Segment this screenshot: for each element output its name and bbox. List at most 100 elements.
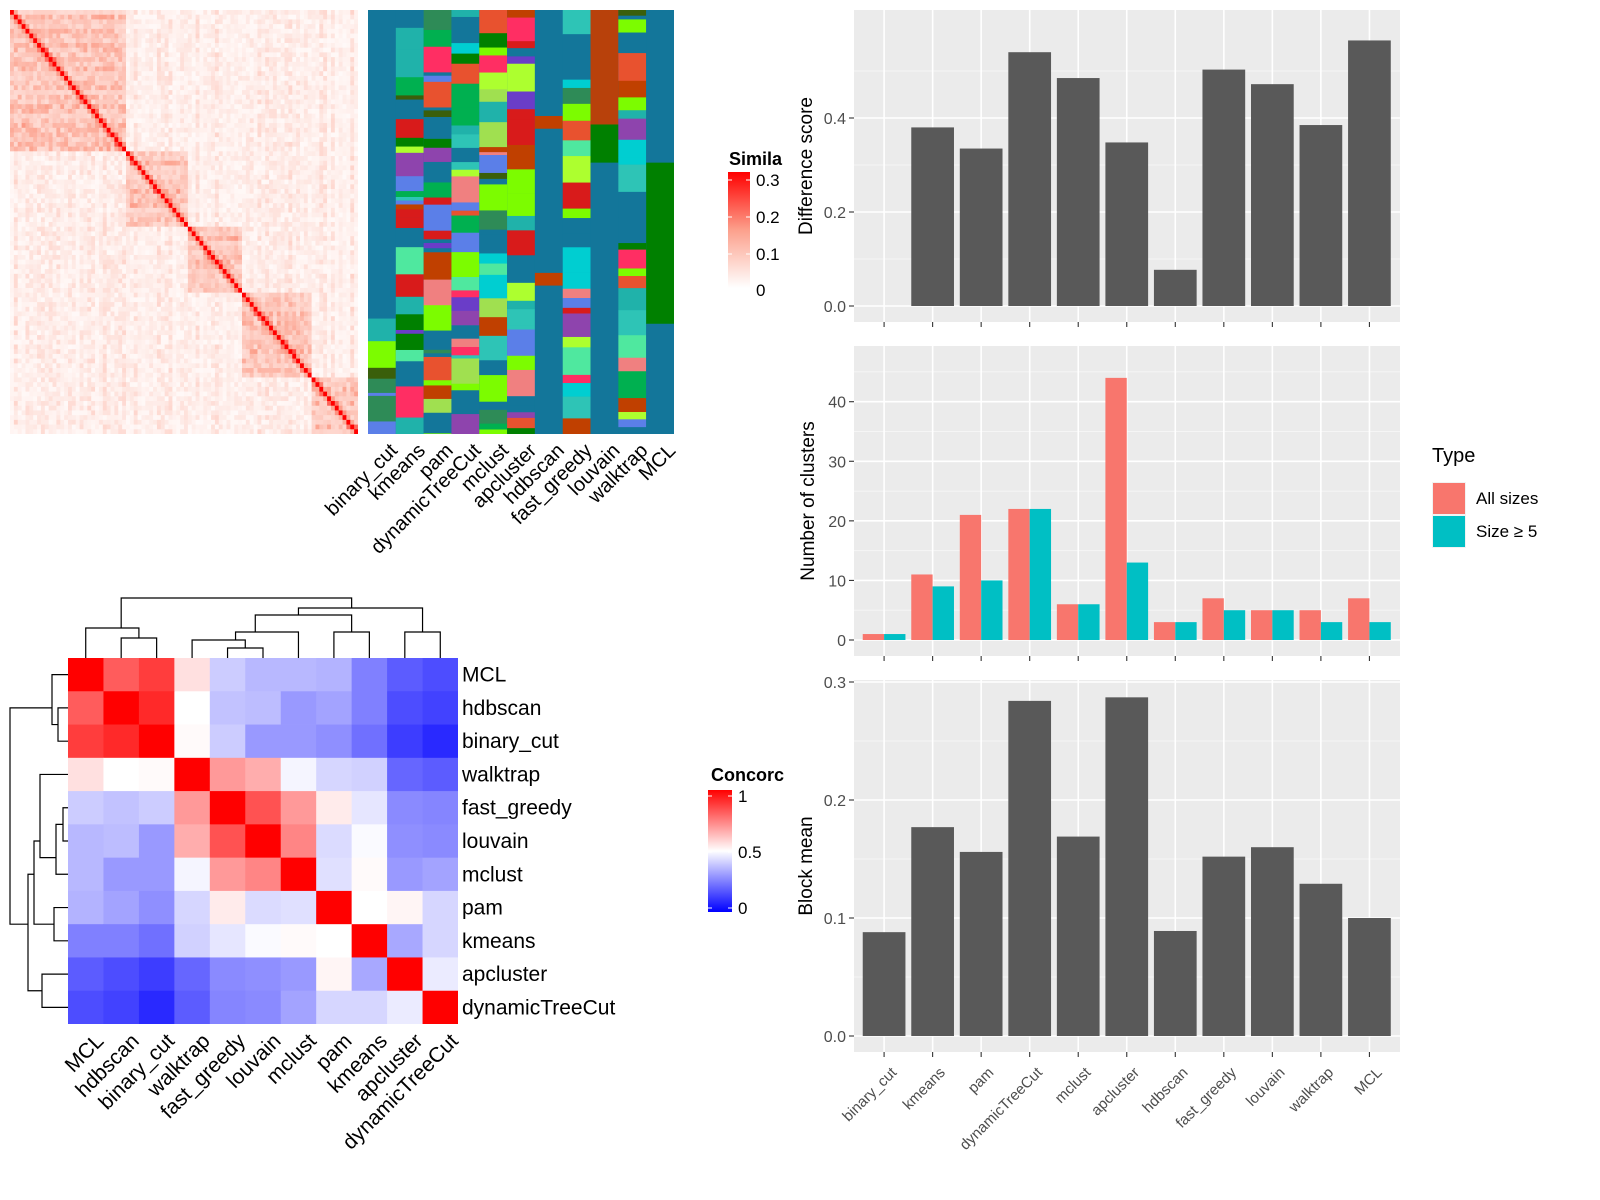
similarity-cell <box>48 174 53 180</box>
similarity-cell <box>106 61 111 67</box>
similarity-cell <box>87 269 92 275</box>
similarity-cell <box>342 236 347 242</box>
similarity-cell <box>303 90 309 96</box>
similarity-cell <box>52 193 57 199</box>
similarity-cell <box>257 57 262 63</box>
similarity-cell <box>307 52 312 58</box>
similarity-cell <box>110 156 115 162</box>
similarity-cell <box>242 52 247 58</box>
similarity-cell <box>95 47 100 53</box>
similarity-cell <box>330 222 336 228</box>
similarity-cell <box>338 61 343 67</box>
similarity-cell <box>40 52 46 58</box>
similarity-cell <box>83 47 88 53</box>
similarity-cell <box>68 75 73 82</box>
similarity-cell <box>230 94 235 100</box>
similarity-cell <box>346 113 351 119</box>
similarity-cell <box>180 264 185 270</box>
similarity-cell <box>211 19 216 25</box>
similarity-cell <box>122 236 127 242</box>
similarity-cell <box>207 174 212 180</box>
similarity-cell <box>137 10 142 16</box>
similarity-cell <box>29 264 34 270</box>
similarity-cell <box>319 10 324 16</box>
similarity-cell <box>168 118 173 124</box>
similarity-cell <box>249 137 254 143</box>
similarity-cell <box>60 264 65 270</box>
similarity-cell <box>253 10 258 16</box>
similarity-cell <box>149 179 154 185</box>
similarity-cell <box>98 71 104 77</box>
similarity-cell <box>75 24 80 30</box>
similarity-cell <box>33 217 38 223</box>
similarity-cell <box>288 66 293 72</box>
similarity-cell <box>145 132 150 138</box>
similarity-cell <box>60 189 65 195</box>
similarity-cell <box>44 57 50 63</box>
similarity-cell <box>276 151 282 157</box>
similarity-cell <box>79 269 84 275</box>
similarity-cell <box>284 240 289 246</box>
similarity-cell <box>95 156 100 162</box>
similarity-cell <box>13 75 19 82</box>
similarity-cell <box>276 245 282 251</box>
similarity-cell <box>17 137 22 143</box>
similarity-cell <box>10 207 15 213</box>
similarity-cell <box>102 236 108 242</box>
similarity-cell <box>288 99 293 105</box>
similarity-cell <box>168 14 173 20</box>
similarity-cell <box>334 170 340 176</box>
similarity-cell <box>33 179 38 185</box>
similarity-cell <box>60 132 65 138</box>
similarity-cell <box>37 179 42 185</box>
similarity-cell <box>334 174 340 180</box>
similarity-cell <box>323 123 328 129</box>
similarity-cell <box>68 99 73 105</box>
similarity-cell <box>245 231 251 237</box>
similarity-cell <box>195 33 200 39</box>
similarity-cell <box>242 240 247 246</box>
similarity-cell <box>191 165 196 171</box>
similarity-cell <box>327 127 332 133</box>
similarity-cell <box>102 203 108 209</box>
similarity-cell <box>226 113 231 119</box>
similarity-cell <box>145 99 150 105</box>
similarity-cell <box>37 222 42 228</box>
similarity-cell <box>10 61 15 67</box>
similarity-cell <box>288 170 293 176</box>
similarity-cell <box>257 113 262 119</box>
similarity-cell <box>110 52 115 58</box>
similarity-cell <box>60 222 65 228</box>
similarity-cell <box>87 146 92 152</box>
similarity-cell <box>29 75 34 82</box>
similarity-cell <box>323 10 328 16</box>
similarity-cell <box>334 179 340 185</box>
similarity-cell <box>199 264 204 270</box>
similarity-cell <box>303 99 309 105</box>
similarity-cell <box>137 250 142 256</box>
similarity-cell <box>218 170 224 176</box>
similarity-cell <box>214 236 220 242</box>
similarity-cell <box>338 113 343 119</box>
similarity-cell <box>300 264 305 270</box>
similarity-cell <box>118 99 123 105</box>
similarity-cell <box>338 42 343 49</box>
similarity-cell <box>222 231 227 237</box>
similarity-cell <box>226 14 231 20</box>
similarity-cell <box>338 170 343 176</box>
similarity-cell <box>91 47 96 53</box>
similarity-cell <box>56 170 61 176</box>
similarity-cell <box>218 245 224 251</box>
similarity-cell <box>48 66 53 72</box>
similarity-cell <box>110 254 115 261</box>
similarity-cell <box>226 170 231 176</box>
similarity-cell <box>10 254 15 261</box>
similarity-cell <box>122 57 127 63</box>
similarity-cell <box>21 245 26 251</box>
similarity-cell <box>153 170 158 176</box>
similarity-cell <box>122 222 127 228</box>
similarity-cell <box>342 71 347 77</box>
similarity-cell <box>172 71 177 77</box>
similarity-cell <box>284 113 289 119</box>
similarity-cell <box>60 57 65 63</box>
